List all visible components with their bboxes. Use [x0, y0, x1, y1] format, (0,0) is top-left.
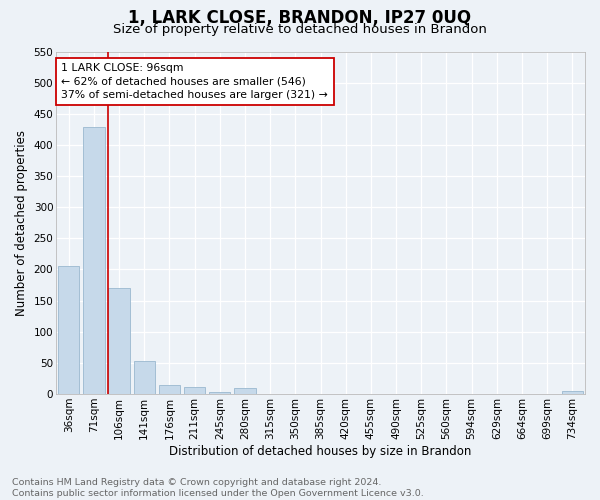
Text: Contains HM Land Registry data © Crown copyright and database right 2024.
Contai: Contains HM Land Registry data © Crown c…: [12, 478, 424, 498]
Text: 1 LARK CLOSE: 96sqm
← 62% of detached houses are smaller (546)
37% of semi-detac: 1 LARK CLOSE: 96sqm ← 62% of detached ho…: [61, 64, 328, 100]
Y-axis label: Number of detached properties: Number of detached properties: [15, 130, 28, 316]
Bar: [58, 266, 79, 394]
Bar: [184, 387, 205, 394]
Bar: [234, 388, 256, 394]
X-axis label: Distribution of detached houses by size in Brandon: Distribution of detached houses by size …: [169, 444, 472, 458]
Text: 1, LARK CLOSE, BRANDON, IP27 0UQ: 1, LARK CLOSE, BRANDON, IP27 0UQ: [128, 9, 472, 27]
Bar: [562, 391, 583, 394]
Bar: [134, 361, 155, 394]
Bar: [159, 386, 180, 394]
Bar: [83, 128, 104, 394]
Text: Size of property relative to detached houses in Brandon: Size of property relative to detached ho…: [113, 22, 487, 36]
Bar: [109, 288, 130, 394]
Bar: [209, 392, 230, 394]
